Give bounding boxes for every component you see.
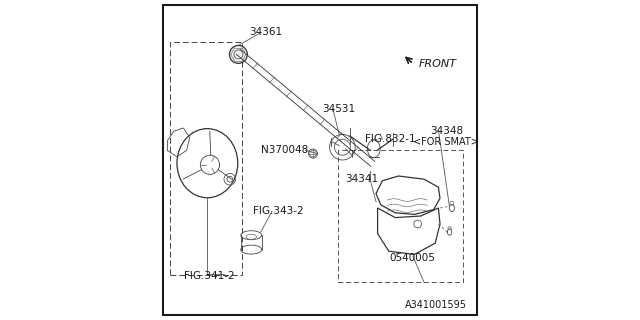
Text: FIG.341-2: FIG.341-2: [184, 271, 235, 281]
Text: FRONT: FRONT: [419, 59, 457, 69]
Text: 34341: 34341: [345, 174, 378, 184]
Text: <FOR SMAT>: <FOR SMAT>: [413, 137, 479, 148]
Text: FIG.832-1: FIG.832-1: [365, 134, 416, 144]
Text: 34348: 34348: [430, 126, 463, 136]
Text: 34361: 34361: [249, 27, 282, 37]
Bar: [170, 42, 242, 275]
Bar: [338, 150, 463, 282]
Text: N370048: N370048: [261, 145, 308, 156]
Circle shape: [230, 45, 248, 63]
Text: A341001595: A341001595: [405, 300, 467, 310]
Text: FIG.343-2: FIG.343-2: [253, 206, 304, 216]
Text: 0540005: 0540005: [390, 252, 436, 263]
Text: 34531: 34531: [323, 104, 356, 114]
